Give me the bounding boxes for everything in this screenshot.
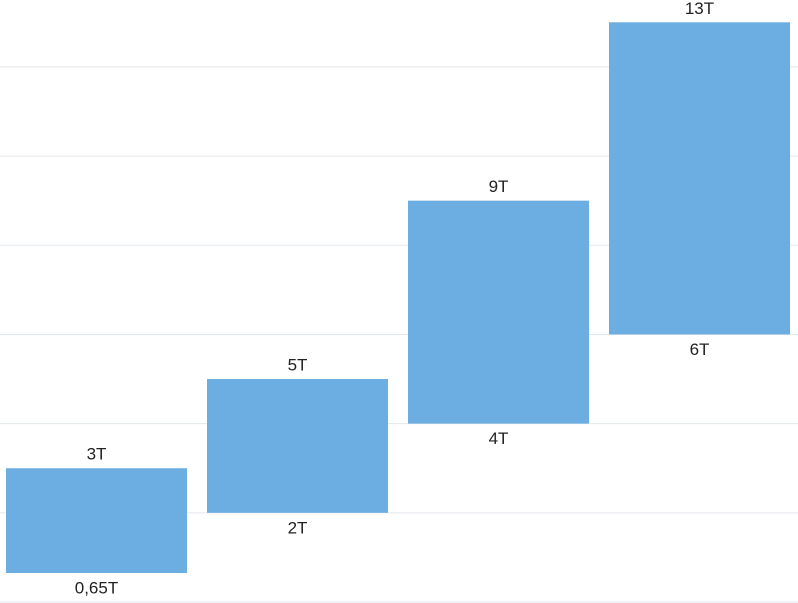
bar bbox=[609, 22, 790, 335]
data-label: 3T bbox=[87, 445, 107, 464]
bar bbox=[408, 200, 589, 424]
data-label: 9T bbox=[489, 177, 509, 196]
data-label: 2T bbox=[288, 518, 308, 537]
data-label: 6T bbox=[690, 340, 710, 359]
data-label: 13T bbox=[685, 0, 714, 18]
data-label: 0,65T bbox=[75, 578, 118, 597]
data-label: 4T bbox=[489, 429, 509, 448]
data-label: 5T bbox=[288, 356, 308, 375]
bar bbox=[207, 379, 388, 513]
bar bbox=[6, 468, 187, 574]
